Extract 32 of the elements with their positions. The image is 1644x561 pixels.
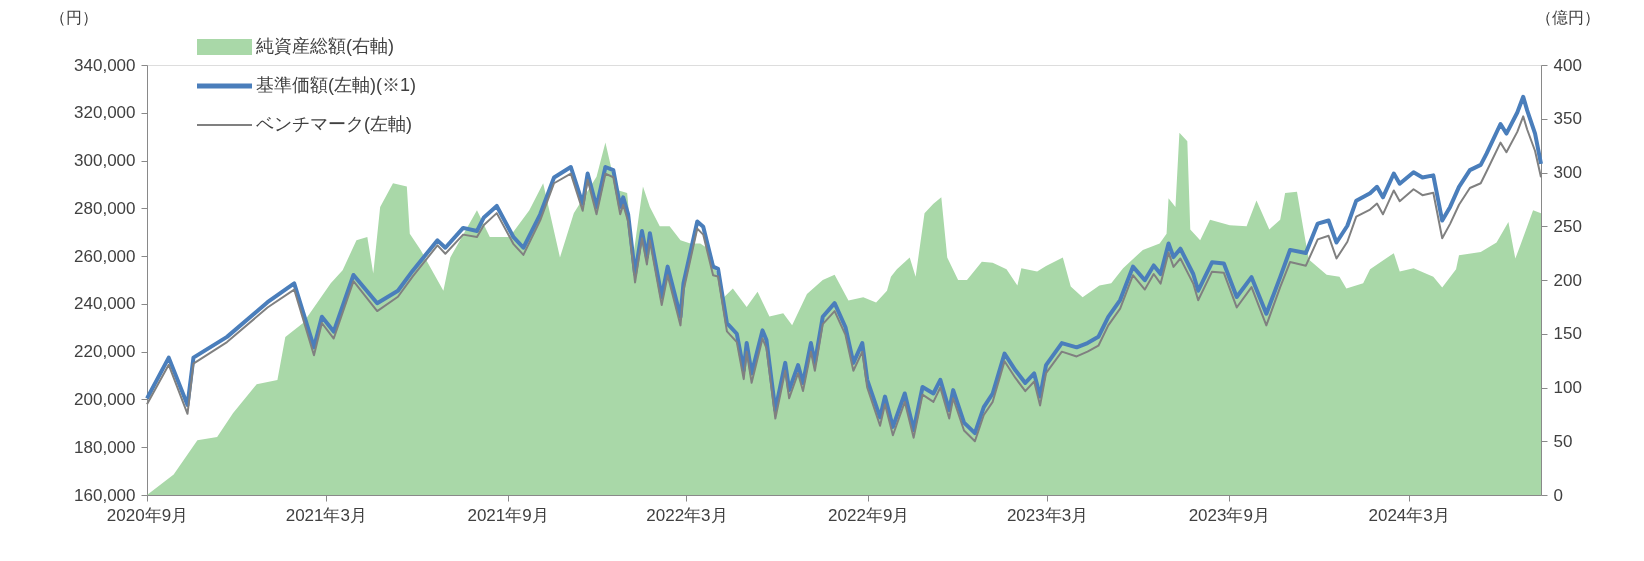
y2-tick-label: 300 <box>1553 163 1582 182</box>
x-tick-label: 2022年3月 <box>646 505 728 525</box>
y-tick-label: 200,000 <box>74 389 136 409</box>
x-tick-label: 2021年9月 <box>467 505 549 525</box>
legend-label: 基準価額(左軸)(※1) <box>256 75 416 95</box>
x-tick-label: 2024年3月 <box>1368 505 1450 525</box>
y-tick-label: 340,000 <box>74 55 136 75</box>
y-tick-label: 320,000 <box>74 103 136 123</box>
x-tick-label: 2020年9月 <box>106 505 189 525</box>
y2-tick-label: 400 <box>1553 55 1582 75</box>
y-tick-label: 260,000 <box>74 246 136 266</box>
y-tick-label: 180,000 <box>74 437 136 457</box>
x-tick-label: 2021年3月 <box>285 505 367 525</box>
y2-tick-label: 100 <box>1553 378 1582 397</box>
y-tick-label: 300,000 <box>74 151 136 171</box>
y2-tick-label: 200 <box>1553 270 1582 290</box>
x-tick-label: 2023年9月 <box>1188 505 1270 525</box>
y-tick-label: 160,000 <box>74 485 136 505</box>
y2-tick-label: 50 <box>1553 431 1573 451</box>
y2-tick-label: 0 <box>1553 485 1563 505</box>
x-tick-label: 2022年9月 <box>828 505 910 525</box>
y-tick-label: 280,000 <box>74 198 136 218</box>
y2-tick-label: 250 <box>1553 216 1582 236</box>
y2-tick-label: 350 <box>1553 109 1582 129</box>
y2-tick-label: 150 <box>1553 324 1582 344</box>
x-tick-label: 2023年3月 <box>1006 505 1089 525</box>
legend-label: ベンチマーク(左軸) <box>256 114 412 134</box>
y-tick-label: 220,000 <box>74 342 136 362</box>
y2-axis-title: （億円） <box>1535 8 1600 26</box>
legend-label: 純資産総額(右軸) <box>256 36 394 56</box>
y-axis-title: （円） <box>49 8 98 26</box>
y-tick-label: 240,000 <box>74 294 136 314</box>
